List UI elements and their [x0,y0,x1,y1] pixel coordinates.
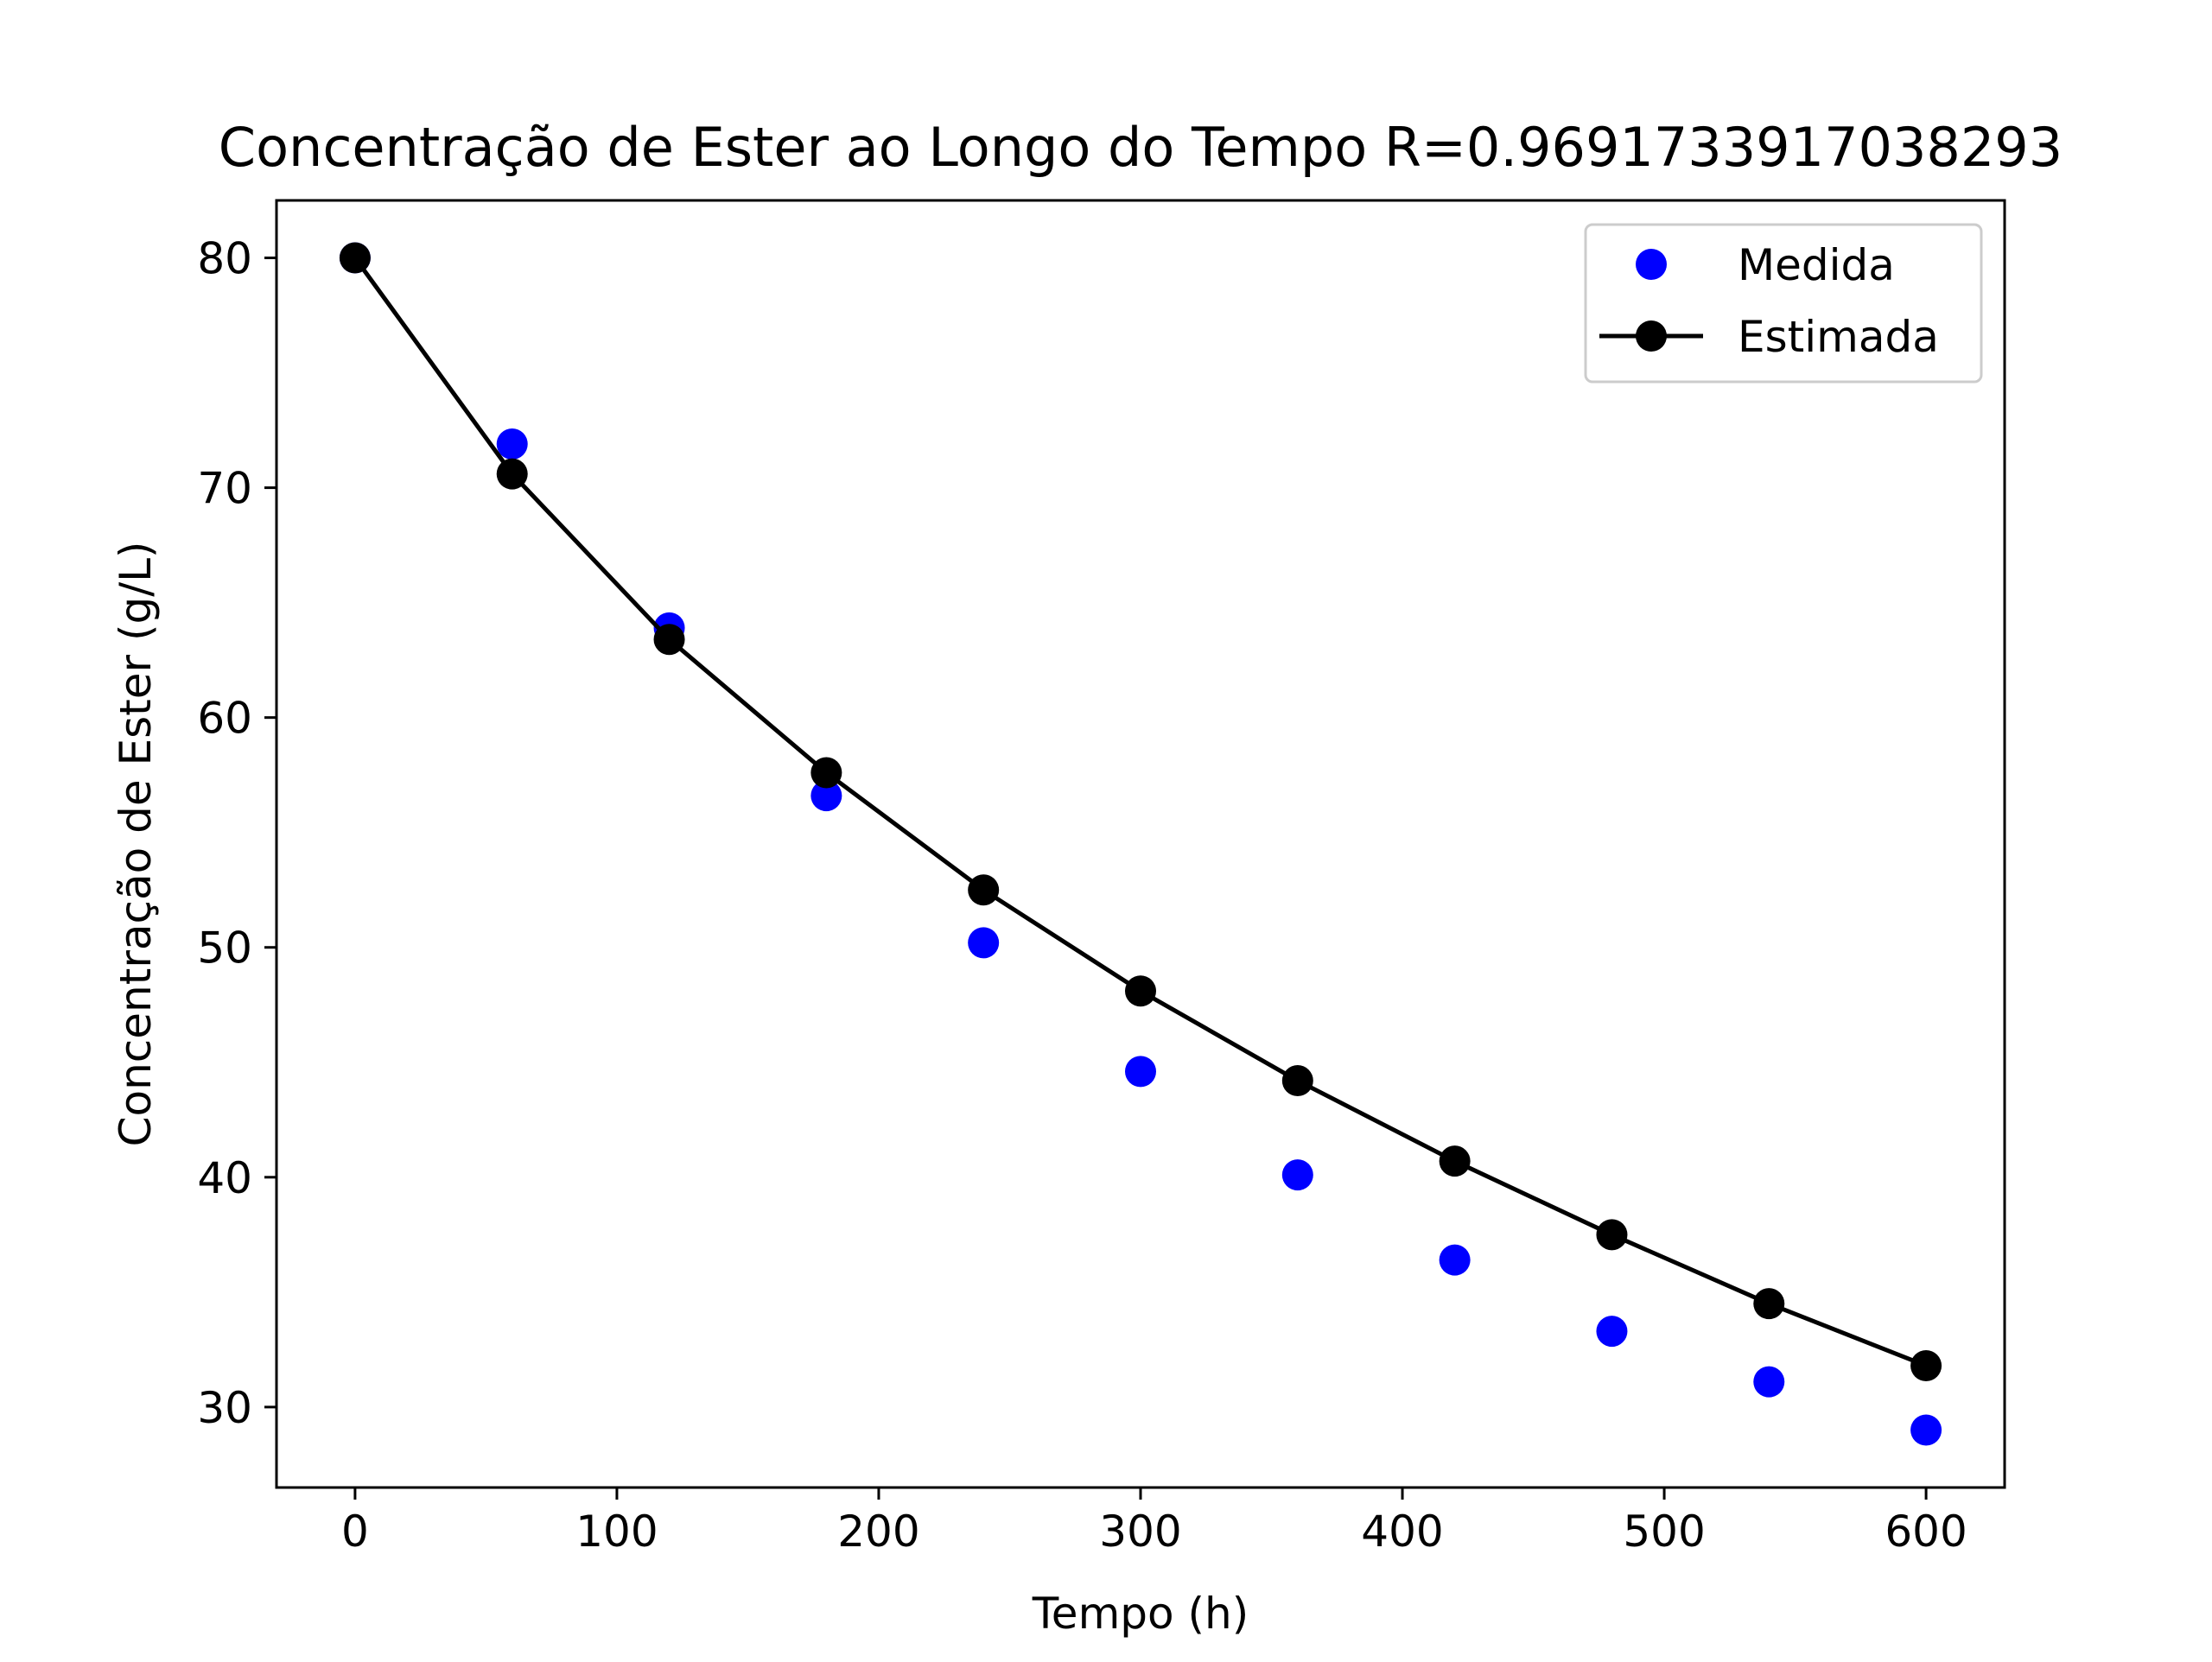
legend: Medida Estimada [1584,223,1983,384]
estimada-point [1439,1145,1471,1177]
medida-point [1596,1316,1628,1348]
y-tick-label: 30 [197,1383,252,1433]
estimada-point [810,757,842,789]
estimada-point [1596,1219,1628,1251]
medida-point [1439,1244,1471,1276]
estimada-point [1753,1288,1785,1320]
x-tick-label: 600 [1885,1507,1967,1557]
estimada-point [1281,1065,1313,1097]
x-axis-label: Tempo (h) [1032,1589,1249,1639]
data-layer [339,242,1942,1446]
estimada-point [339,242,371,274]
x-tick-label: 200 [837,1507,919,1557]
y-tick-label: 40 [197,1153,252,1203]
x-tick-label: 300 [1099,1507,1181,1557]
legend-marker-estimada [1636,320,1667,352]
series-medida [339,242,1942,1446]
medida-point [810,780,842,812]
estimada-point [496,458,528,490]
y-tick-label: 50 [197,923,252,974]
estimada-point [653,624,685,656]
medida-point [1910,1414,1942,1446]
medida-point [1281,1159,1313,1191]
estimada-point [1910,1349,1942,1381]
medida-point [1753,1366,1785,1398]
y-tick-label: 80 [197,234,252,284]
medida-point [968,927,1000,959]
y-tick-label: 60 [197,694,252,744]
legend-marker-medida [1636,249,1667,280]
y-axis: 30 40 50 60 70 80 [197,234,276,1433]
x-axis: 0 100 200 300 400 500 600 [341,1488,1967,1557]
y-tick-label: 70 [197,464,252,514]
series-estimada [339,242,1942,1381]
chart-title: Concentração de Ester ao Longo do Tempo … [219,116,2063,179]
y-axis-label: Concentração de Ester (g/L) [111,542,161,1147]
medida-point [496,428,528,460]
legend-box [1584,223,1983,384]
x-tick-label: 0 [341,1507,369,1557]
legend-label-estimada: Estimada [1738,312,1939,362]
x-tick-label: 100 [575,1507,658,1557]
medida-point [1125,1056,1156,1088]
estimada-point [968,874,1000,906]
x-tick-label: 400 [1361,1507,1443,1557]
estimada-point [1125,975,1156,1007]
legend-label-medida: Medida [1738,240,1895,290]
x-tick-label: 500 [1623,1507,1705,1557]
